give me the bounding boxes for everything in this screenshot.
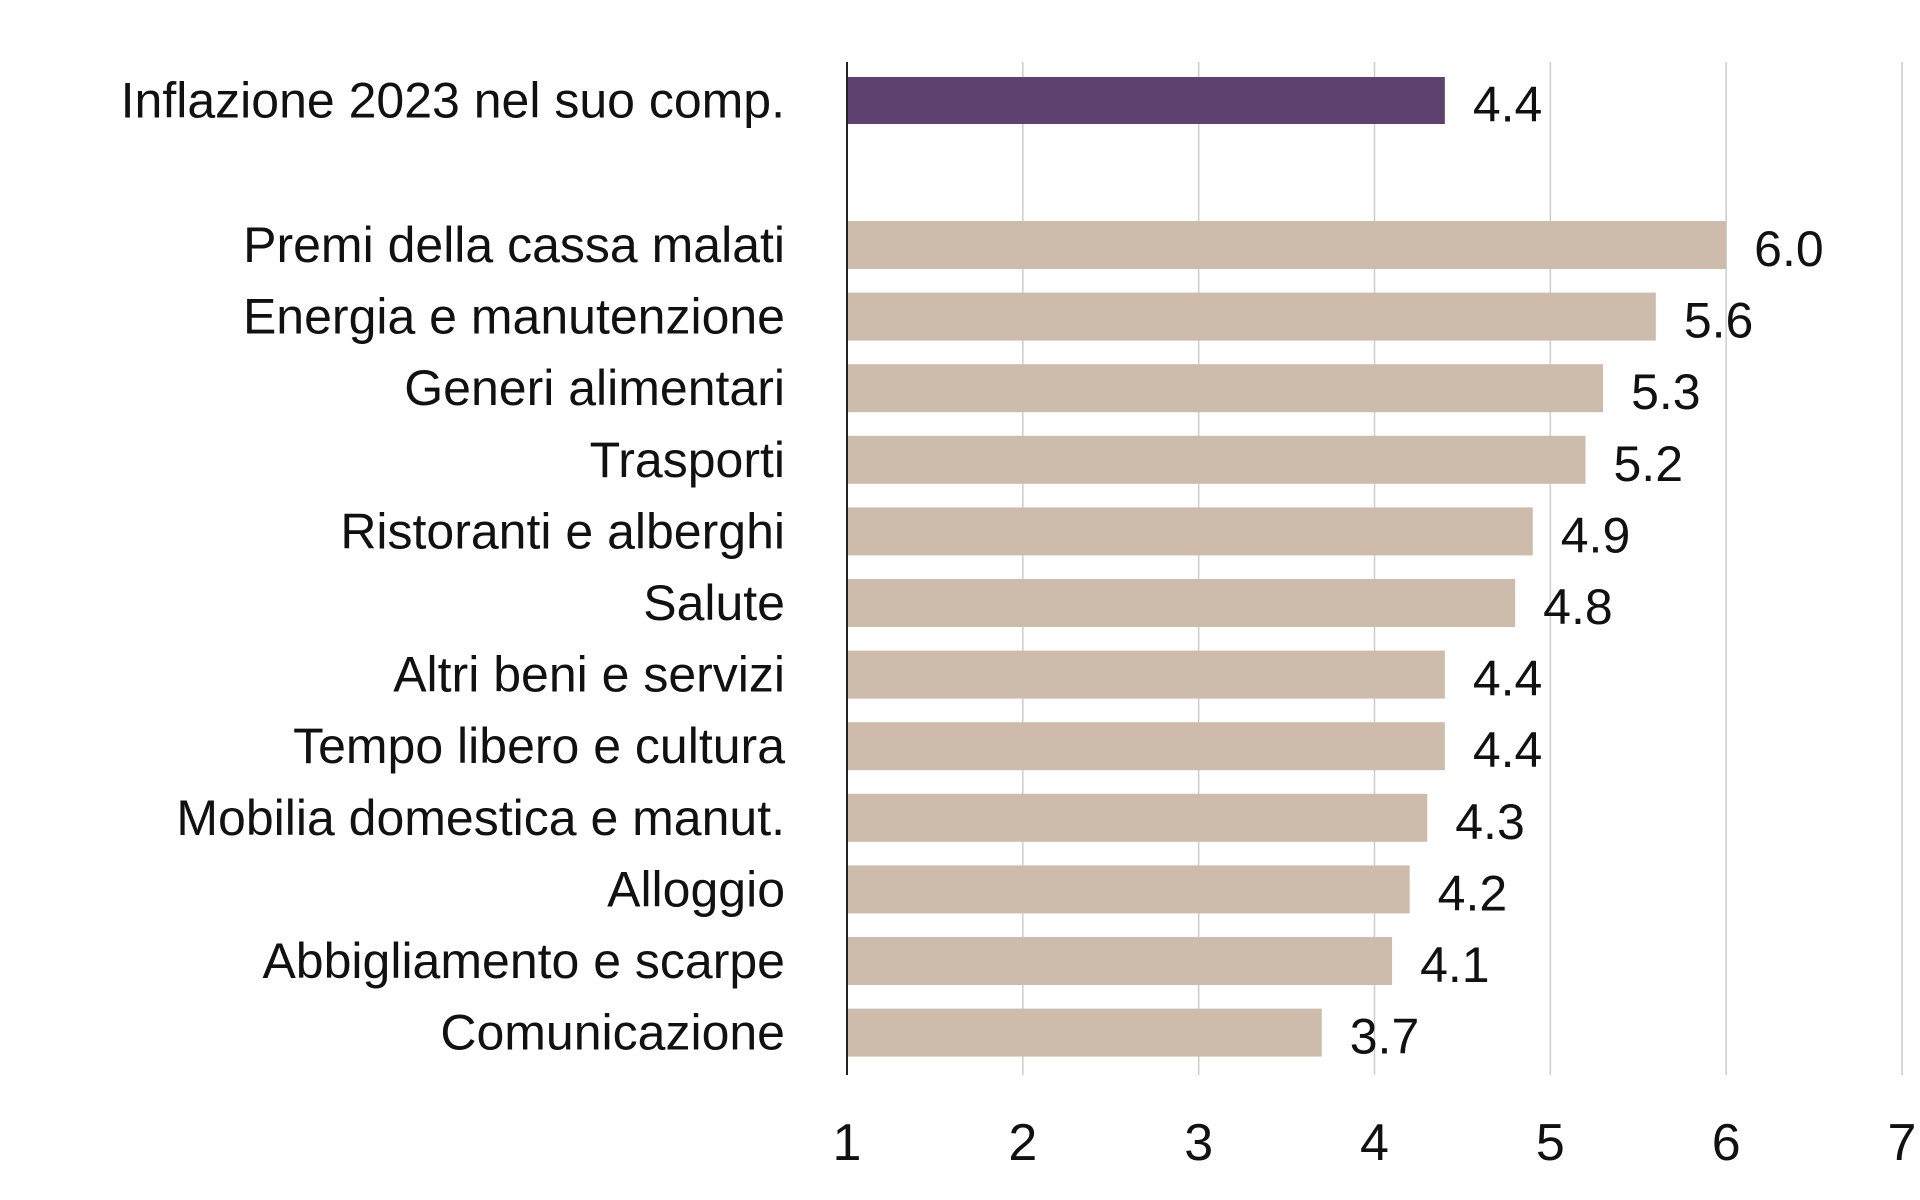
bar — [847, 364, 1604, 413]
data-label: 4.4 — [1473, 77, 1543, 133]
category-label: Trasporti — [590, 432, 785, 488]
bar — [847, 793, 1428, 842]
bar — [847, 435, 1586, 484]
category-label: Altri beni e servizi — [393, 647, 785, 703]
category-label: Energia e manutenzione — [243, 289, 785, 345]
category-label: Tempo libero e cultura — [293, 718, 785, 774]
data-label: 4.9 — [1561, 507, 1631, 563]
x-tick-label: 3 — [1184, 1114, 1213, 1172]
data-label: 5.2 — [1614, 436, 1684, 492]
bar — [847, 507, 1533, 556]
category-label: Comunicazione — [440, 1005, 785, 1061]
data-label: 4.8 — [1543, 579, 1613, 635]
bar — [847, 1008, 1322, 1057]
highlight-bar — [847, 77, 1445, 124]
bar — [847, 722, 1445, 771]
data-label: 5.3 — [1631, 364, 1701, 420]
data-label: 3.7 — [1350, 1009, 1420, 1065]
x-tick-label: 6 — [1712, 1114, 1741, 1172]
x-tick-label: 5 — [1536, 1114, 1565, 1172]
data-label: 4.4 — [1473, 651, 1543, 707]
bar — [847, 650, 1445, 699]
bar — [847, 865, 1410, 914]
category-label: Inflazione 2023 nel suo comp. — [121, 73, 785, 129]
category-label: Abbigliamento e scarpe — [262, 933, 785, 989]
bar — [847, 292, 1656, 341]
category-label: Generi alimentari — [404, 360, 785, 416]
x-tick-label: 1 — [833, 1114, 862, 1172]
category-label: Alloggio — [607, 861, 785, 917]
bar — [847, 221, 1727, 269]
x-tick-label: 4 — [1360, 1114, 1389, 1172]
bar — [847, 579, 1516, 627]
category-label: Mobilia domestica e manut. — [176, 790, 785, 846]
data-label: 4.1 — [1420, 937, 1490, 993]
data-label: 4.4 — [1473, 722, 1543, 778]
data-label: 4.3 — [1455, 794, 1525, 850]
data-label: 4.2 — [1438, 865, 1508, 921]
bar — [847, 937, 1393, 985]
data-label: 6.0 — [1754, 221, 1824, 277]
category-label: Salute — [643, 575, 785, 631]
x-tick-label: 7 — [1888, 1114, 1917, 1172]
data-label: 5.6 — [1684, 293, 1754, 349]
category-label: Premi della cassa malati — [243, 217, 785, 273]
category-label: Ristoranti e alberghi — [340, 503, 785, 559]
x-tick-label: 2 — [1008, 1114, 1037, 1172]
